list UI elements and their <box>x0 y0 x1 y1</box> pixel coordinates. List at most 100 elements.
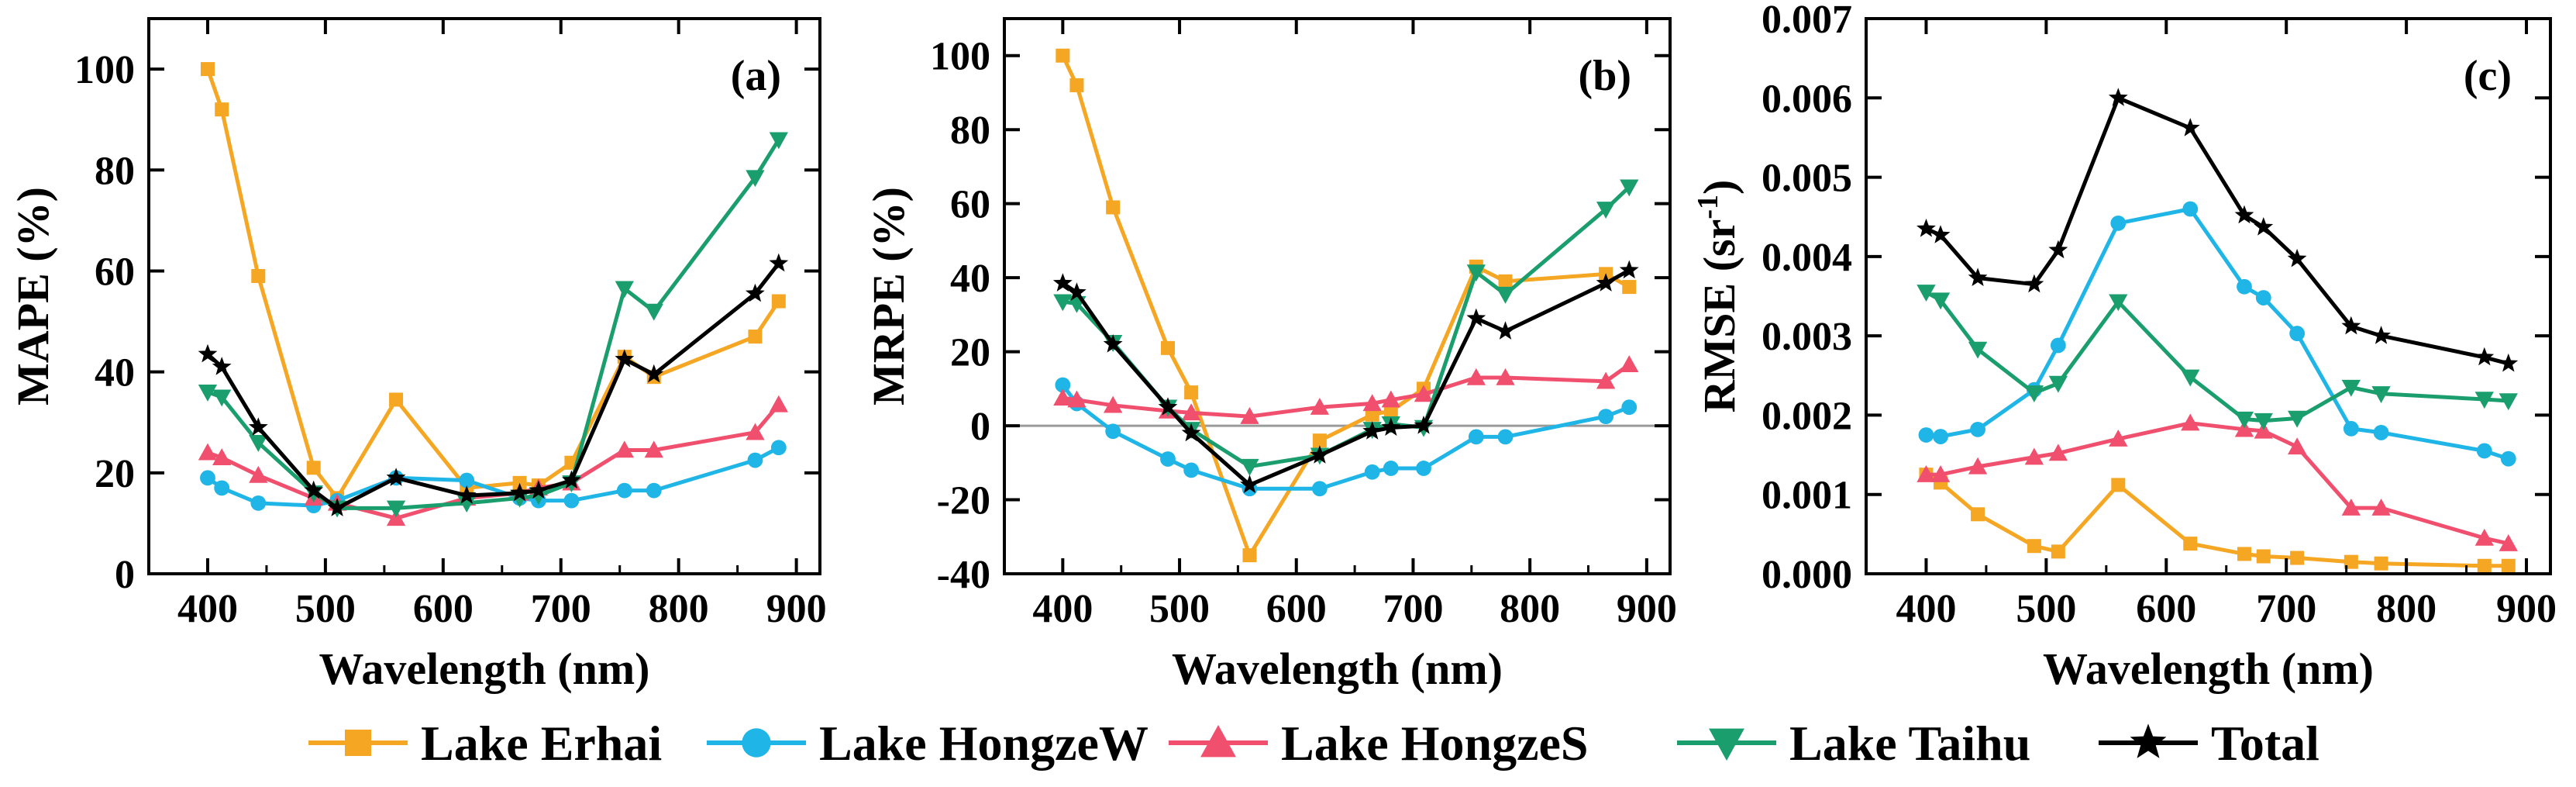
y-tick-label: 60 <box>950 183 990 227</box>
data-point <box>1106 200 1121 215</box>
data-point <box>198 384 218 402</box>
plot-frame <box>1003 17 1672 575</box>
data-point <box>2024 385 2044 402</box>
data-point <box>1933 429 1948 444</box>
data-point <box>2474 528 2494 546</box>
series-lake-taihu <box>1053 179 1639 476</box>
data-point <box>1312 433 1327 448</box>
y-tick-label: 80 <box>950 109 990 153</box>
data-point <box>1968 341 1988 359</box>
data-point <box>2108 88 2128 106</box>
x-tick-label: 400 <box>177 587 238 631</box>
data-point <box>1917 285 1936 302</box>
data-point <box>249 435 268 452</box>
data-point <box>615 440 634 458</box>
data-point <box>2343 420 2359 437</box>
data-point <box>1971 507 1985 522</box>
y-tick-label: 0 <box>970 405 990 449</box>
data-point <box>563 492 580 509</box>
data-point <box>215 102 229 117</box>
legend-item-lake-taihu: Lake Taihu <box>1677 716 2030 771</box>
series-line <box>1926 207 2509 461</box>
y-tick-label: 0.004 <box>1762 236 1852 280</box>
series-line <box>1061 384 1631 491</box>
series-total <box>1917 88 2519 372</box>
data-point <box>459 472 475 488</box>
data-point <box>327 498 347 516</box>
data-point <box>1468 429 1484 445</box>
series-lake-hongzes <box>1053 355 1639 424</box>
legend-item-total: Total <box>2099 716 2319 771</box>
data-point <box>1052 273 1073 292</box>
data-point <box>2371 498 2391 516</box>
data-point <box>2048 240 2068 259</box>
data-point <box>2182 201 2199 217</box>
data-point <box>1183 462 1200 478</box>
legend-label: Lake HongzeS <box>1281 716 1588 771</box>
data-point <box>2476 443 2492 459</box>
data-point <box>2051 544 2065 559</box>
series-lake-erhai <box>1056 48 1637 563</box>
data-point <box>1069 78 1084 92</box>
legend: Lake Erhai Lake HongzeW Lake HongzeS Lake T… <box>308 716 2319 771</box>
data-point <box>1496 368 1515 385</box>
x-tick-label: 900 <box>766 587 827 631</box>
data-point <box>1596 202 1616 219</box>
y-tick-label: 0.005 <box>1762 157 1852 201</box>
data-point <box>1596 273 1616 292</box>
x-tick-label: 500 <box>2016 587 2076 631</box>
data-point <box>2024 274 2044 293</box>
data-point <box>1416 461 1431 476</box>
data-point <box>562 470 581 489</box>
data-point <box>389 392 404 407</box>
data-point <box>2048 444 2068 461</box>
data-point <box>249 465 268 483</box>
data-point <box>2027 539 2041 554</box>
data-point <box>2180 118 2200 136</box>
series-line <box>1062 185 1631 469</box>
series-line <box>207 138 780 510</box>
data-point <box>1056 48 1070 63</box>
data-point <box>747 452 763 468</box>
x-axis-label: Wavelength (nm) <box>2043 644 2374 694</box>
y-tick-label: 0.003 <box>1762 315 1852 359</box>
x-tick-label: 600 <box>413 587 474 631</box>
data-point <box>616 482 632 499</box>
data-point <box>1311 481 1328 497</box>
data-point <box>1622 280 1637 295</box>
data-point <box>2374 556 2388 571</box>
panel-c: 400 500 600 700 800 900 0.000 0.001 0.002 0.003 0.… <box>1692 0 2557 694</box>
series-lake-hongzes <box>1917 413 2518 551</box>
data-point <box>1414 385 1434 402</box>
data-point <box>2255 290 2271 305</box>
series-line <box>1925 290 2509 423</box>
plot-frame <box>1865 17 2552 575</box>
data-point <box>1466 308 1486 327</box>
data-point <box>1381 417 1401 436</box>
data-point <box>644 364 664 383</box>
data-point <box>212 448 232 466</box>
data-point <box>200 470 215 486</box>
series-lake-erhai <box>1919 468 2516 573</box>
data-point <box>2341 316 2361 335</box>
data-point <box>251 268 266 283</box>
data-point <box>200 62 215 77</box>
data-point <box>2499 353 2519 372</box>
data-point <box>2109 294 2128 312</box>
data-point <box>1362 421 1383 440</box>
y-tick-label: 20 <box>950 331 990 375</box>
data-point <box>2254 217 2274 236</box>
data-point <box>2289 326 2306 341</box>
data-point <box>748 330 763 344</box>
data-point <box>2048 375 2068 393</box>
y-tick-label: 20 <box>95 452 135 496</box>
panel-letter: (a) <box>731 52 781 100</box>
series-line <box>206 262 780 510</box>
data-point <box>1105 423 1121 440</box>
data-point <box>1414 416 1434 434</box>
data-point <box>2477 558 2492 573</box>
x-tick-label: 600 <box>2136 587 2196 631</box>
y-tick-label: 40 <box>950 257 990 301</box>
data-point <box>2181 369 2200 387</box>
